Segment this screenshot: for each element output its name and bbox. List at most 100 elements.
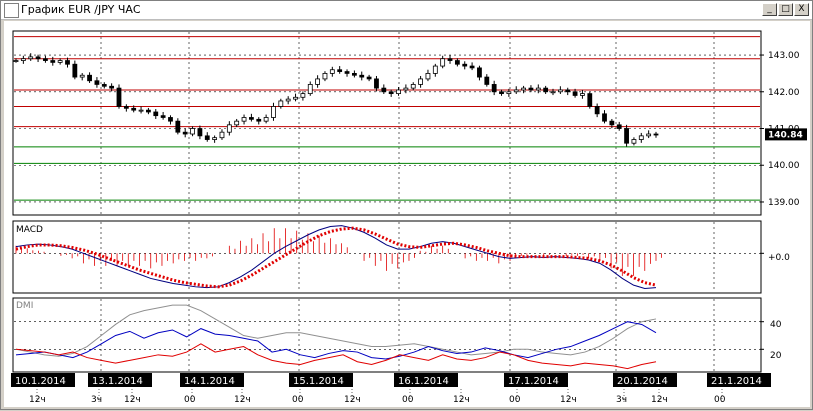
hour-label: 3ч	[616, 395, 627, 405]
price-candle-body	[57, 60, 63, 63]
price-candle-body	[528, 87, 534, 91]
chart-app-icon	[4, 3, 19, 18]
hour-label: 12ч	[29, 395, 46, 405]
price-candle-body	[381, 87, 387, 93]
price-candle-body	[329, 69, 335, 74]
price-candle-body	[374, 78, 379, 89]
price-candle-body	[249, 117, 254, 120]
price-candle-body	[484, 76, 490, 85]
date-label: 10.1.2014	[15, 376, 66, 387]
hour-label: 00	[292, 395, 304, 405]
price-candle-body	[565, 89, 571, 93]
hour-label: 3ч	[91, 395, 102, 405]
price-candle-body	[344, 71, 350, 74]
price-candle-body	[440, 58, 446, 67]
price-candle-body	[131, 107, 137, 111]
dmi-plus-line	[15, 321, 657, 360]
price-candle-body	[602, 113, 607, 122]
current-price-label: 140.84	[768, 130, 803, 140]
price-candle-body	[153, 111, 159, 117]
date-label-bg	[88, 373, 152, 387]
price-candle-body	[580, 93, 585, 96]
macd-signal-line	[15, 226, 657, 289]
date-label: 20.1.2014	[617, 376, 668, 387]
price-tick-label: 142.00	[768, 88, 800, 98]
hour-label: 12ч	[651, 395, 668, 405]
price-candle-body	[351, 73, 357, 76]
hour-label: 12ч	[124, 395, 141, 405]
price-candle-body	[256, 118, 262, 122]
price-candle-body	[204, 135, 210, 140]
hour-label: 12ч	[453, 395, 470, 405]
price-candle-body	[182, 131, 188, 135]
macd-panel	[12, 220, 762, 294]
price-candle-body	[226, 124, 232, 133]
price-candle-body	[219, 131, 225, 139]
dmi-minus-line	[15, 343, 657, 370]
price-candle-body	[94, 80, 100, 85]
price-candle-body	[513, 89, 519, 93]
price-tick-label: 143.00	[768, 51, 800, 61]
price-candle-body	[65, 60, 70, 65]
price-candle-body	[638, 135, 644, 140]
price-candle-body	[624, 128, 629, 144]
date-label: 21.1.2014	[711, 376, 762, 387]
close-button[interactable]: X	[794, 3, 809, 16]
date-label: 15.1.2014	[293, 376, 344, 387]
price-candle-body	[418, 78, 423, 85]
price-candle-body	[271, 106, 276, 118]
price-candle-body	[366, 76, 372, 80]
date-label-bg	[180, 373, 244, 387]
dmi-adx-line	[15, 304, 657, 357]
price-candle-body	[410, 84, 416, 89]
price-candle-body	[322, 73, 328, 80]
price-candle-body	[359, 74, 365, 78]
date-label-bg	[11, 373, 75, 387]
price-candle-body	[388, 91, 394, 95]
price-candle-body	[109, 85, 115, 89]
price-candle-body	[87, 74, 92, 82]
price-candle-body	[168, 117, 173, 122]
price-candle-body	[543, 87, 549, 93]
price-candle-body	[594, 106, 600, 115]
price-candle-body	[146, 109, 151, 113]
minimize-button[interactable]: _	[762, 3, 777, 16]
price-candle-body	[557, 89, 563, 93]
macd-label: MACD	[16, 225, 43, 235]
price-candle-body	[20, 58, 26, 61]
price-candle-body	[425, 73, 431, 80]
price-panel	[12, 30, 762, 216]
hour-label: 00	[509, 395, 521, 405]
date-label-bg	[613, 373, 677, 387]
price-candle-body	[72, 63, 78, 78]
date-label-bg	[289, 373, 353, 387]
price-candle-body	[241, 117, 247, 122]
maximize-button[interactable]: □	[778, 3, 793, 16]
current-price-badge	[765, 128, 807, 141]
price-candle-body	[234, 120, 240, 126]
macd-line	[15, 225, 657, 289]
price-candle-body	[454, 60, 460, 65]
price-candle-body	[550, 91, 556, 94]
price-candle-body	[160, 115, 166, 118]
price-candle-body	[50, 60, 56, 63]
price-candle-body	[587, 93, 593, 107]
window-title: График EUR /JPY ЧАС	[21, 3, 141, 16]
price-candle-body	[653, 133, 659, 136]
price-candle-body	[300, 93, 306, 98]
hour-label: 12ч	[344, 395, 361, 405]
price-candle-body	[278, 100, 284, 107]
price-candle-body	[190, 128, 195, 135]
price-candle-body	[432, 65, 438, 74]
hour-label: 00	[714, 395, 726, 405]
date-label-bg	[504, 373, 568, 387]
price-candle-body	[521, 87, 526, 91]
price-candle-body	[197, 128, 203, 137]
price-candle-body	[491, 84, 497, 93]
price-candle-body	[447, 58, 453, 61]
price-candle-body	[403, 87, 409, 91]
price-candle-body	[337, 69, 343, 72]
price-candle-body	[28, 56, 34, 60]
